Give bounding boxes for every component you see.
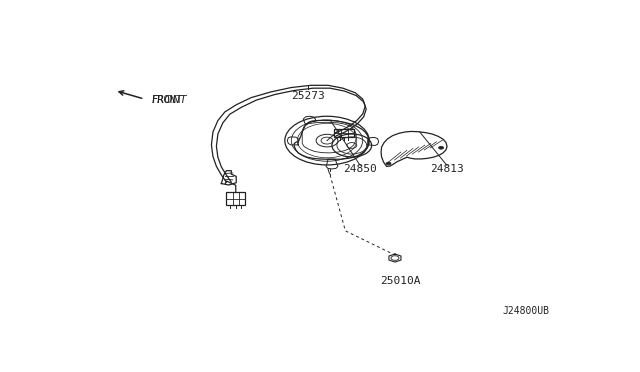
Text: 24850: 24850 bbox=[344, 164, 377, 174]
Text: 25273: 25273 bbox=[291, 91, 325, 101]
Circle shape bbox=[386, 162, 391, 165]
Text: FRONT: FRONT bbox=[152, 96, 183, 106]
FancyBboxPatch shape bbox=[335, 129, 355, 137]
Text: J24800UB: J24800UB bbox=[503, 306, 550, 316]
FancyBboxPatch shape bbox=[227, 192, 245, 205]
Text: 24813: 24813 bbox=[430, 164, 464, 174]
Text: 25010A: 25010A bbox=[380, 276, 420, 286]
Circle shape bbox=[438, 146, 444, 149]
Text: FRONT: FRONT bbox=[152, 96, 188, 106]
